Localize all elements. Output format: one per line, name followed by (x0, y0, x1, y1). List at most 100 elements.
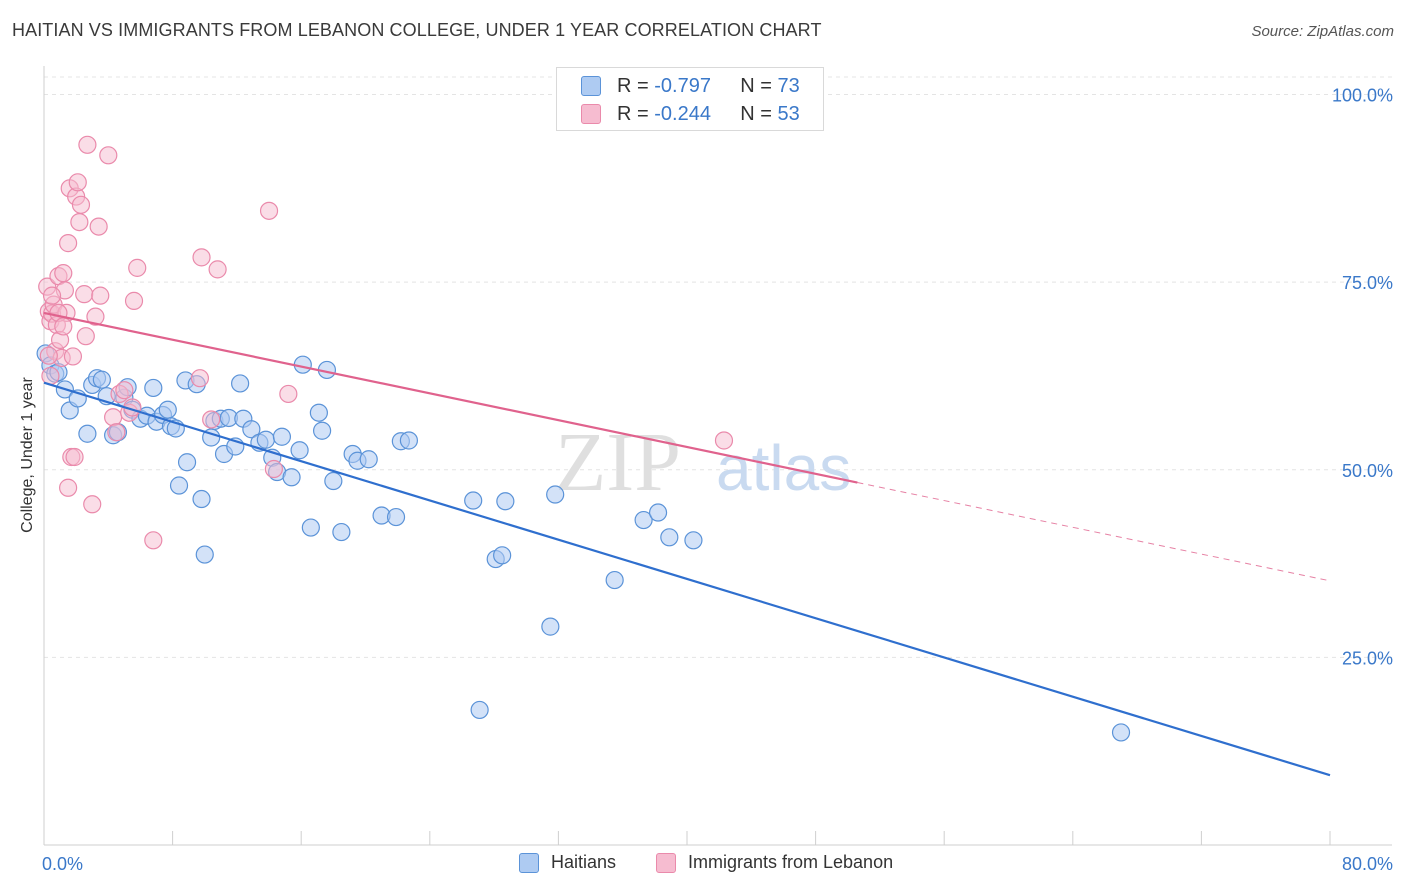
n-label: N = (740, 102, 778, 125)
lebanon-point (63, 347, 83, 366)
haitians-point (272, 427, 292, 446)
watermark-zip: ZIP (555, 416, 681, 509)
haitians-point (312, 421, 332, 440)
haitians-point (195, 545, 214, 564)
haitians-point (546, 485, 565, 504)
x-tick-label: 0.0% (42, 854, 83, 874)
trend-lines (43, 311, 1331, 777)
haitians-point (169, 476, 189, 495)
haitians-point (660, 528, 679, 547)
haitians-point (144, 378, 163, 398)
haitians-point (541, 617, 560, 636)
r-value: -0.797 (654, 74, 711, 97)
lebanon-point (42, 286, 62, 305)
haitians-point (192, 489, 211, 509)
series-haitians (36, 344, 1131, 742)
y-tick-label: 50.0% (1342, 461, 1393, 481)
lebanon-point (714, 431, 734, 450)
n-value: 53 (777, 102, 800, 125)
legend-item-haitians[interactable]: Haitians (519, 852, 616, 873)
haitians-point (324, 471, 343, 491)
legend-label-lebanon: Immigrants from Lebanon (688, 852, 894, 872)
haitians-swatch (581, 76, 601, 96)
haitians-point (231, 374, 250, 393)
haitians-point (309, 403, 328, 422)
haitians-point (282, 468, 301, 487)
lebanon-point (128, 258, 147, 277)
haitians-point (493, 546, 512, 565)
series-legend: Haitians Immigrants from Lebanon (0, 852, 1406, 876)
lebanon-point (279, 384, 298, 404)
haitians-trend-line (43, 381, 1331, 777)
lebanon-point (192, 248, 211, 267)
haitians-point (158, 400, 177, 419)
haitians-point (464, 491, 483, 510)
y-tick-label: 75.0% (1342, 273, 1393, 293)
haitians-point (634, 510, 653, 530)
haitians-point (386, 507, 406, 527)
haitians-point (496, 492, 515, 511)
r-value: -0.244 (654, 102, 711, 125)
lebanon-point (99, 146, 118, 165)
haitians-point (92, 370, 111, 389)
lebanon-point (89, 217, 108, 236)
lebanon-point (124, 291, 144, 310)
x-tick-label: 80.0% (1342, 854, 1393, 874)
lebanon-swatch (581, 104, 601, 124)
haitians-point (177, 453, 197, 472)
lebanon-point (59, 478, 78, 497)
lebanon-point (264, 459, 283, 479)
n-value: 73 (777, 74, 800, 97)
r-label: R = (617, 74, 655, 97)
haitians-point (256, 430, 275, 449)
haitians-point (605, 570, 624, 590)
lebanon-point (76, 327, 95, 346)
haitians-point (470, 700, 489, 720)
haitians-point (242, 420, 261, 439)
lebanon-point (54, 317, 73, 336)
source-label: Source: ZipAtlas.com (1251, 23, 1394, 40)
lebanon-point (190, 369, 210, 388)
lebanon-point (39, 346, 58, 365)
haitians-point (648, 503, 668, 522)
haitians-point (290, 441, 309, 460)
lebanon-point (144, 531, 163, 550)
haitians-point (332, 522, 351, 542)
lebanon-point (54, 264, 73, 283)
gridlines (44, 76, 1392, 658)
lebanon-point (86, 307, 105, 326)
lebanon-point (91, 286, 110, 305)
lebanon-point (259, 201, 279, 220)
lebanon-point (83, 495, 102, 514)
haitians-point (78, 424, 97, 443)
lebanon-point (107, 423, 126, 442)
lebanon-point (71, 195, 91, 214)
legend-row-haitians: R = -0.797 N = 73 (581, 74, 800, 98)
haitians-point (1111, 723, 1131, 742)
legend-row-lebanon: R = -0.244 N = 53 (581, 102, 800, 126)
axes (43, 66, 1392, 846)
lebanon-point (78, 135, 97, 154)
y-tick-label: 25.0% (1342, 648, 1393, 668)
lebanon-point (202, 410, 221, 429)
lebanon-point (70, 212, 89, 232)
haitians-point (301, 518, 320, 537)
lebanon-point (59, 234, 78, 253)
legend-label-haitians: Haitians (551, 852, 617, 872)
lebanon-point (115, 381, 134, 400)
haitians-point (684, 531, 703, 550)
haitians-point (359, 450, 378, 469)
lebanon-point (68, 173, 87, 192)
lebanon-trend-extension (857, 482, 1331, 582)
haitians-swatch (519, 852, 539, 873)
legend-item-lebanon[interactable]: Immigrants from Lebanon (656, 852, 893, 873)
lebanon-point (208, 260, 227, 279)
watermark: ZIPatlas (555, 416, 851, 509)
tick-labels: 25.0% 50.0% 75.0% 100.0% 0.0% 80.0% (42, 86, 1393, 874)
chart-title: HAITIAN VS IMMIGRANTS FROM LEBANON COLLE… (12, 20, 822, 40)
r-label: R = (617, 102, 655, 125)
lebanon-point (104, 408, 123, 427)
lebanon-point (65, 447, 84, 467)
correlation-legend: R = -0.797 N = 73 R = -0.244 N = 53 (556, 67, 824, 131)
